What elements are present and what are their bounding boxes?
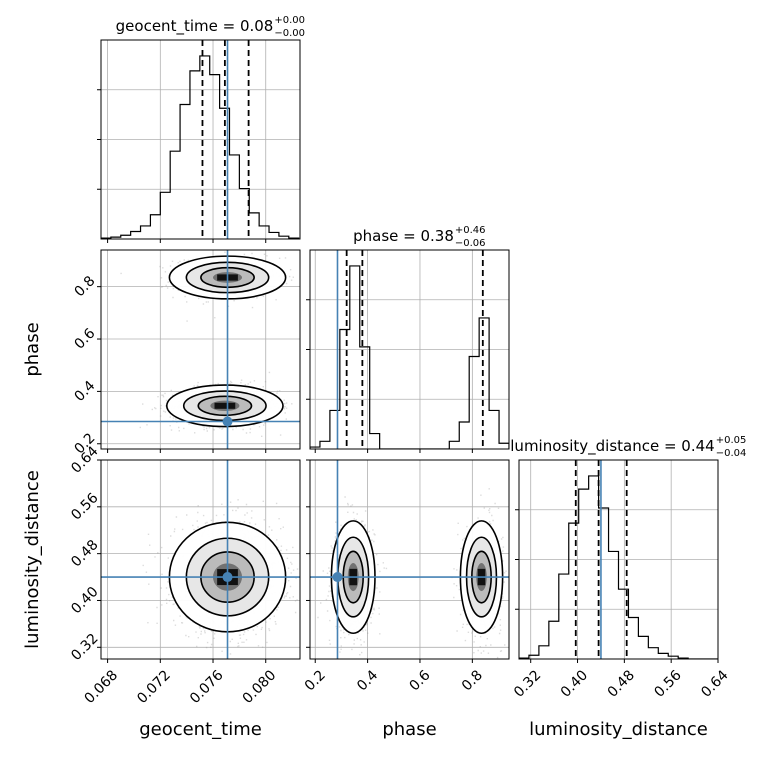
luminosity_distance-ylabel: luminosity_distance xyxy=(22,470,43,649)
luminosity_distance-tick-label: 0.40 xyxy=(558,667,591,700)
luminosity_distance-xlabel: luminosity_distance xyxy=(529,719,708,740)
luminosity_distance-tick-label: 0.40 xyxy=(68,584,101,617)
phase-hist-frame xyxy=(309,249,510,450)
luminosity_distance-title-sup: +0.05 xyxy=(716,435,747,446)
phase-title-sub: −0.06 xyxy=(455,238,486,249)
geocent_time-tick-label: 0.076 xyxy=(187,667,227,707)
phase-histogram xyxy=(310,265,509,449)
phase-tick-label: 0.8 xyxy=(459,667,486,694)
phase-xlabel: phase xyxy=(382,719,436,740)
luminosity_distance-hist-frame xyxy=(518,459,719,660)
phase-title: phase = 0.38 xyxy=(353,227,454,245)
pair-axes-geocent_time-luminosity_distance xyxy=(97,459,267,663)
hist-panel-phase: phase = 0.38 +0.46 −0.06 xyxy=(306,225,509,453)
pair-panel-phase-luminosity_distance xyxy=(310,460,509,659)
phase-tick-label: 0.2 xyxy=(302,667,329,694)
phase-tick-label: 0.8 xyxy=(71,273,98,300)
phase-tick-label: 0.6 xyxy=(407,667,434,694)
truth-marker xyxy=(332,572,343,583)
luminosity_distance-tick-label: 0.32 xyxy=(68,631,101,664)
geocent_time-tick-label: 0.072 xyxy=(134,667,174,707)
truth-marker xyxy=(222,572,233,583)
phase-tick-label: 0.4 xyxy=(71,378,98,405)
geocent_time-histogram xyxy=(101,55,300,239)
geocent_time-tick-label: 0.068 xyxy=(82,667,122,707)
geocent_time-title: geocent_time = 0.08 xyxy=(116,17,274,36)
geocent_time-title-sup: +0.00 xyxy=(274,15,305,26)
density-peak xyxy=(214,402,236,409)
luminosity_distance-histogram xyxy=(519,475,718,659)
geocent_time-phase-frame xyxy=(100,249,301,450)
luminosity_distance-tick-label: 0.64 xyxy=(698,667,731,700)
pair-panel-geocent_time-luminosity_distance xyxy=(101,460,300,659)
geocent_time-luminosity_distance-frame xyxy=(100,459,301,660)
luminosity_distance-tick-label: 0.48 xyxy=(68,537,101,570)
phase-ylabel: phase xyxy=(22,322,43,376)
phase-luminosity_distance-frame xyxy=(309,459,510,660)
pair-axes-phase-luminosity_distance xyxy=(306,459,473,663)
phase-tick-label: 0.4 xyxy=(354,667,381,694)
pair-axes-geocent_time-phase xyxy=(97,286,267,453)
geocent_time-hist-frame xyxy=(100,39,301,240)
pair-panel-geocent_time-phase xyxy=(101,250,300,449)
geocent_time-title-sub: −0.00 xyxy=(274,28,305,39)
luminosity_distance-tick-label: 0.32 xyxy=(511,667,544,700)
geocent_time-xlabel: geocent_time xyxy=(139,719,262,740)
luminosity_distance-title: luminosity_distance = 0.44 xyxy=(510,437,714,456)
luminosity_distance-tick-label: 0.48 xyxy=(605,667,638,700)
luminosity_distance-tick-label: 0.56 xyxy=(68,490,101,523)
truth-marker xyxy=(222,416,233,427)
luminosity_distance-tick-label: 0.56 xyxy=(651,667,684,700)
phase-tick-label: 0.6 xyxy=(71,325,98,352)
hist-panel-luminosity_distance: luminosity_distance = 0.44 +0.05 −0.04 xyxy=(510,435,746,663)
hist-panel-geocent_time: geocent_time = 0.08 +0.00 −0.00 xyxy=(97,15,305,243)
phase-title-sup: +0.46 xyxy=(455,225,486,236)
geocent_time-tick-label: 0.080 xyxy=(240,667,280,707)
luminosity_distance-title-sub: −0.04 xyxy=(716,448,747,459)
